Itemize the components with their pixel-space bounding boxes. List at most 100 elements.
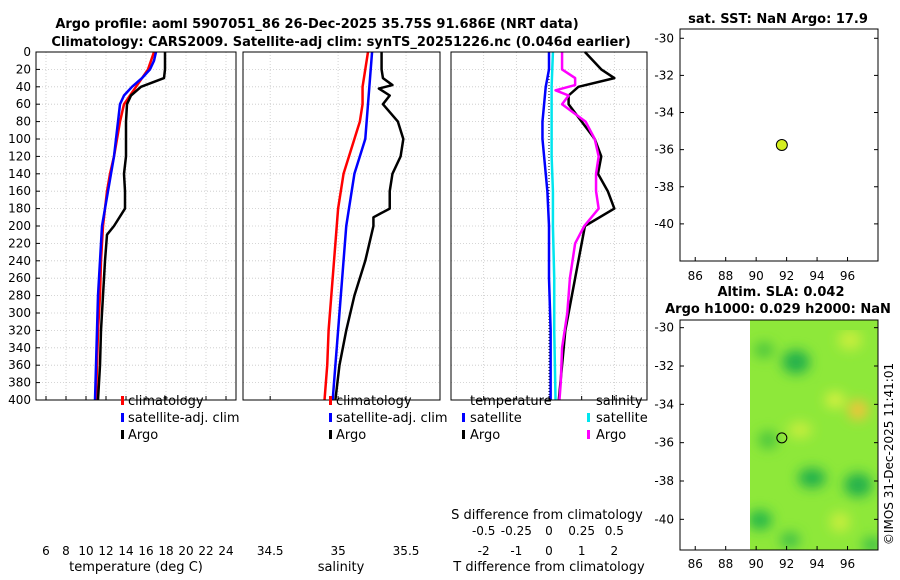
- top-tick-label: 0.5: [605, 524, 624, 538]
- legend-swatch-temp-satellite: [462, 413, 465, 422]
- legend-swatch-satellite: [121, 413, 124, 422]
- x-tick-label: 0: [545, 544, 553, 558]
- sla-map-frame: [679, 319, 879, 551]
- y-tick-label: 240: [8, 254, 31, 268]
- map-x-tick-label: 88: [718, 269, 733, 283]
- map-x-tick-label: 92: [779, 557, 794, 571]
- x-tick-label: 35: [330, 544, 345, 558]
- map-x-tick-label: 90: [749, 269, 764, 283]
- map-y-tick-label: -32: [654, 68, 674, 82]
- map-x-tick-label: 92: [779, 269, 794, 283]
- series-line-climatology: [94, 51, 156, 401]
- legend-label-sal-argo: Argo: [596, 428, 626, 443]
- y-tick-label: 80: [16, 115, 31, 129]
- y-tick-label: 340: [8, 341, 31, 355]
- x-tick-label: 35.5: [393, 544, 420, 558]
- y-tick-label: 360: [8, 358, 31, 372]
- salinity-x-label: salinity: [318, 560, 365, 575]
- legend-label-satellite: satellite-adj. clim: [128, 411, 240, 426]
- y-tick-label: 320: [8, 323, 31, 337]
- legend-label-temp-argo: Argo: [470, 428, 500, 443]
- map-x-tick-label: 90: [749, 557, 764, 571]
- map-x-tick-label: 88: [718, 557, 733, 571]
- difference-legend-temperature: temperature satellite Argo: [462, 394, 552, 443]
- sla-map-title-line2: Argo h1000: 0.029 h2000: NaN: [665, 302, 891, 317]
- salinity-axes-frame: [242, 51, 441, 401]
- top-tick-label: -0.25: [501, 524, 532, 538]
- y-tick-label: 100: [8, 132, 31, 146]
- legend-label-climatology: climatology: [128, 394, 204, 409]
- map-y-tick-label: -38: [654, 180, 674, 194]
- legend-label-temp-satellite: satellite: [470, 411, 522, 426]
- y-tick-label: 0: [23, 45, 31, 59]
- series-line-salinity-satellite: [550, 51, 557, 401]
- y-tick-label: 60: [16, 97, 31, 111]
- difference-profile-panel: -2 -1 0 1 2 S difference from climatology -0…: [450, 51, 648, 575]
- y-tick-label: 120: [8, 149, 31, 163]
- map-y-tick-label: -36: [654, 143, 674, 157]
- legend-title-salinity: salinity: [596, 394, 643, 409]
- map-y-tick-label: -38: [654, 474, 674, 488]
- sst-map-panel: sat. SST: NaN Argo: 17.9 86 88 90 92 94 96 -30…: [654, 12, 879, 283]
- x-tick-label: 2: [611, 544, 619, 558]
- y-tick-label: 20: [16, 62, 31, 76]
- legend-swatch-argo: [329, 430, 332, 439]
- x-tick-label: 10: [78, 544, 93, 558]
- y-tick-label: 160: [8, 184, 31, 198]
- y-tick-label: 180: [8, 202, 31, 216]
- series-line-argo: [334, 52, 405, 401]
- y-tick-label: 40: [16, 80, 31, 94]
- argo-location-marker: [775, 139, 788, 151]
- y-tick-label: 220: [8, 236, 31, 250]
- y-tick-label: 140: [8, 167, 31, 181]
- temperature-difference-label: T difference from climatology: [452, 560, 645, 575]
- sla-heatmap: [750, 320, 878, 550]
- x-tick-label: 8: [62, 544, 70, 558]
- x-tick-label: 16: [138, 544, 153, 558]
- salinity-difference-label: S difference from climatology: [451, 508, 643, 523]
- series-line-satellite-adj-clim: [93, 51, 158, 401]
- map-x-tick-label: 94: [809, 557, 824, 571]
- top-tick-label: 0: [545, 524, 553, 538]
- map-y-tick-label: -34: [654, 106, 674, 120]
- legend-label-climatology: climatology: [336, 394, 412, 409]
- map-y-tick-label: -40: [654, 217, 674, 231]
- legend-swatch-temp-argo: [462, 430, 465, 439]
- y-tick-label: 200: [8, 219, 31, 233]
- legend-swatch-satellite: [329, 413, 332, 422]
- legend-swatch-sal-satellite: [587, 413, 590, 422]
- y-tick-label: 280: [8, 289, 31, 303]
- series-line-argo: [96, 52, 167, 401]
- map-x-tick-label: 96: [840, 557, 855, 571]
- x-tick-label: 18: [158, 544, 173, 558]
- top-tick-label: -0.5: [472, 524, 495, 538]
- x-tick-label: 24: [218, 544, 233, 558]
- map-y-tick-label: -40: [654, 512, 674, 526]
- temperature-x-label: temperature (deg C): [69, 560, 203, 575]
- salinity-legend: climatology satellite-adj. clim Argo: [329, 394, 448, 443]
- legend-label-satellite: satellite-adj. clim: [336, 411, 448, 426]
- legend-label-argo: Argo: [336, 428, 366, 443]
- legend-title-temperature: temperature: [470, 394, 552, 409]
- x-tick-label: 12: [98, 544, 113, 558]
- legend-swatch-sal-argo: [587, 430, 590, 439]
- map-x-tick-label: 94: [809, 269, 824, 283]
- map-y-tick-label: -32: [654, 359, 674, 373]
- series-line-temperature-argo: [557, 51, 616, 401]
- series-line-salinity-argo: [554, 52, 600, 401]
- sla-map-title-line1: Altim. SLA: 0.042: [718, 285, 845, 300]
- series-line-climatology: [323, 51, 370, 401]
- x-tick-label: -1: [510, 544, 522, 558]
- series-line-temperature-satellite: [541, 52, 552, 400]
- map-y-tick-label: -36: [654, 436, 674, 450]
- map-y-tick-label: -34: [654, 397, 674, 411]
- y-tick-label: 400: [8, 393, 31, 407]
- map-y-tick-label: -30: [654, 321, 674, 335]
- x-tick-label: -2: [478, 544, 490, 558]
- map-x-tick-label: 96: [840, 269, 855, 283]
- y-tick-label: 380: [8, 376, 31, 390]
- x-tick-label: 22: [198, 544, 213, 558]
- legend-swatch-climatology: [329, 396, 332, 405]
- legend-label-argo: Argo: [128, 428, 158, 443]
